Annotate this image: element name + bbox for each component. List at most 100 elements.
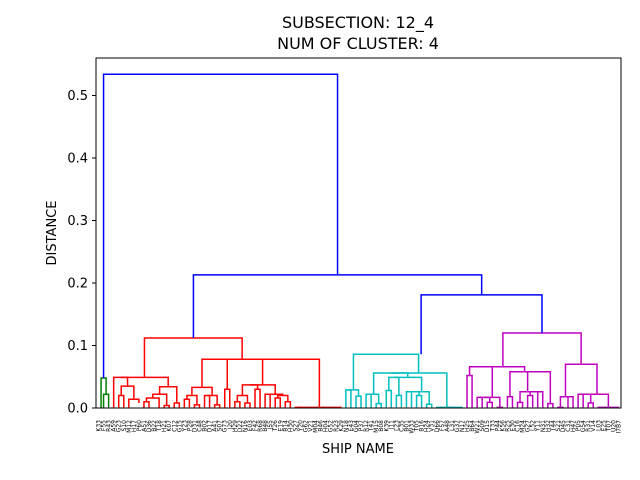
dendrogram-link [201, 358, 283, 388]
dendrogram-link [207, 394, 218, 405]
dendrogram-link [128, 398, 140, 408]
leaf-label: E19 [277, 420, 284, 432]
leaf-label: T07 [605, 420, 612, 432]
dendrogram-link [547, 402, 554, 408]
leaf-label: B64 [469, 420, 476, 432]
dendrogram-link [223, 388, 231, 408]
leaf-label: H24 [424, 420, 431, 432]
leaf-label: S09 [479, 420, 486, 432]
leaf-label: T18 [156, 420, 163, 432]
leaf-label: K29 [338, 420, 345, 432]
leaf-label: C16 [515, 420, 522, 432]
dendrogram-link [480, 366, 526, 372]
leaf-label: N31 [540, 420, 547, 432]
dendrogram-link [484, 396, 501, 408]
leaf-label: C31 [565, 420, 572, 432]
dendrogram-link [476, 396, 483, 408]
dendrogram-link [241, 384, 259, 396]
leaf-label: B01 [403, 420, 410, 432]
dendrogram-link [506, 396, 514, 408]
dendrogram-link [509, 371, 539, 397]
dendrogram-link [192, 274, 483, 338]
dendrogram-link [234, 401, 241, 408]
dendrogram-link [372, 372, 409, 395]
chart-title-line-2: NUM OF CLUSTER: 4 [277, 34, 439, 53]
leaf-label: D17 [207, 420, 214, 432]
leaf-label: V21 [308, 420, 315, 432]
dendrogram-link [526, 394, 534, 408]
leaf-label: A48 [444, 420, 451, 432]
leaf-label: T05 [414, 420, 421, 432]
dendrogram-link [486, 401, 494, 408]
leaf-label: B02 [202, 420, 209, 432]
dendrogram-link [388, 376, 400, 396]
leaf-label: L31 [449, 420, 456, 431]
leaf-label: E30 [509, 420, 516, 432]
leaf-label: B08 [378, 420, 385, 432]
leaf-label: P37 [358, 420, 365, 431]
dendrogram-link [173, 402, 181, 408]
dendrogram-link [244, 358, 321, 408]
dendrogram-link [117, 394, 125, 408]
leaf-label: B14 [282, 420, 289, 432]
y-tick-label: 0.0 [67, 402, 88, 417]
leaf-label: T26 [272, 420, 279, 432]
leaf-label: K56 [499, 420, 506, 432]
dendrogram-link [516, 401, 524, 408]
leaf-label: G04 [353, 420, 360, 432]
dendrogram-link [352, 353, 420, 390]
dendrogram-link [567, 396, 574, 408]
leaf-label: B16 [419, 420, 426, 432]
leaf-label: M24 [520, 420, 527, 433]
leaf-label: H29 [232, 420, 239, 432]
leaf-label: K39 [383, 420, 390, 432]
dendrogram-link [585, 393, 610, 408]
leaf-label: K33 [96, 420, 103, 432]
leaf-label: H30 [287, 420, 294, 432]
leaf-label: R25 [504, 420, 511, 432]
y-tick-label: 0.3 [67, 214, 88, 229]
leaf-label: G27 [525, 420, 532, 432]
dendrogram-link [254, 388, 261, 408]
leaf-label: D36 [146, 420, 153, 432]
leaf-label: N16 [242, 420, 249, 432]
dendrogram-link [264, 393, 271, 408]
leaf-label: E25 [600, 420, 607, 432]
leaf-label: J11 [388, 420, 395, 431]
leaf-label: T33 [489, 420, 496, 432]
leaf-label: A59 [111, 420, 118, 432]
dendrogram-link [112, 376, 129, 408]
leaf-label: G54 [580, 420, 587, 432]
leaf-label: Y20 [297, 420, 304, 432]
leaf-label: S07 [217, 420, 224, 432]
plot-frame [95, 57, 622, 409]
dendrogram-link [577, 393, 584, 408]
leaf-label: F57 [439, 420, 446, 431]
x-axis-leaf-labels: K33F55R43A59G23S10M12H17P60A51D36B22T18H… [96, 420, 623, 434]
dendrogram-link [393, 376, 423, 392]
leaf-label: R12 [363, 420, 370, 432]
leaf-label: D22 [237, 420, 244, 432]
y-tick-label: 0.1 [67, 339, 88, 354]
y-axis-ticks: 0.0 0.1 0.2 0.3 0.4 0.5 [67, 89, 96, 417]
leaf-label: B46 [318, 420, 325, 432]
leaf-label: H32 [545, 420, 552, 432]
leaf-label: R43 [106, 420, 113, 432]
dendrogram-link [415, 394, 423, 408]
leaf-label: G73 [222, 420, 229, 432]
leaf-label: P44 [494, 420, 501, 431]
leaf-label: N18 [343, 420, 350, 432]
dendrogram-link [420, 294, 543, 355]
dendrogram-link [587, 402, 594, 408]
dendrogram-link [274, 397, 281, 408]
dendrogram-link [348, 389, 360, 397]
leaf-label: L03 [595, 420, 602, 431]
leaf-label: S21 [555, 420, 562, 432]
leaf-label: P05 [575, 420, 582, 431]
y-tick-label: 0.2 [67, 277, 88, 292]
leaf-label: N17 [459, 420, 466, 432]
leaf-label: L52 [530, 420, 537, 431]
leaf-label: D66 [434, 420, 441, 432]
y-tick-label: 0.4 [67, 152, 88, 167]
